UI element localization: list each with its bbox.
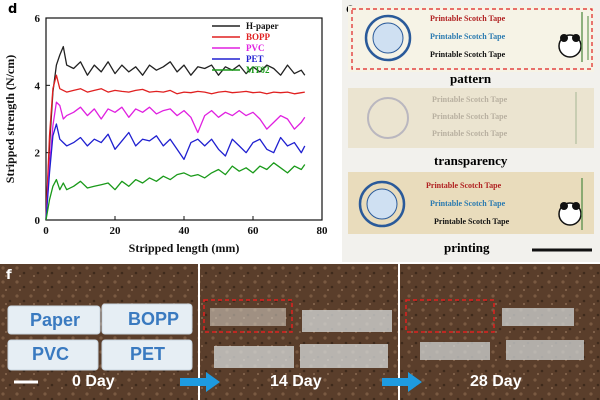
transparency-text-2: Printable Scotch Tape [432,112,508,121]
y-tick-label: 6 [35,13,41,25]
series-line-h-paper [45,45,306,221]
legend-label-mt02: MT02 [246,65,270,75]
printed-seal-icon [358,180,406,228]
day-label-0: 0 Day [72,373,115,390]
series-line-bopp [45,74,305,221]
x-tick-label: 40 [179,225,191,237]
soil-day28 [400,264,600,400]
tape-label-bopp: BOPP [128,309,180,329]
arrow-icon [382,372,422,392]
pattern-text-3: Printable Scotch Tape [430,50,506,59]
highlight-day14 [203,299,293,333]
tape-label-paper: Paper [30,310,81,330]
legend-label-pvc: PVC [246,43,265,53]
y-axis-label: Stripped strength (N/cm) [3,55,17,183]
highlight-day28 [405,299,495,333]
pattern-text-1: Printable Scotch Tape [430,14,506,23]
plot-frame [45,17,323,221]
series-line-pvc [45,101,306,221]
x-tick-label: 60 [248,225,260,237]
y-tick-label: 2 [35,148,41,160]
y-tick-label: 4 [35,80,41,92]
caption-transparency: transparency [434,153,508,168]
degraded-pvc-tape [214,346,294,368]
legend-label-h-paper: H-paper [246,21,279,31]
pattern-text-2: Printable Scotch Tape [430,32,506,41]
panel-e: e Printable Scotch Tape Printable Scotch… [342,0,600,262]
day-label-14: 14 Day [270,373,322,390]
degraded-bopp-tape [302,310,392,332]
day28-bopp-tape [502,308,574,326]
panel-d: d 0 20 40 60 80 0 2 4 6 Stripped length (mm) Strip… [0,0,340,262]
panel-label-f: f [6,268,12,283]
stripped-strength-chart: 0 20 40 60 80 0 2 4 6 Stripped length (mm) Strippe… [3,13,329,255]
day-label-28: 28 Day [470,373,522,390]
x-tick-label: 0 [43,225,49,237]
printing-text-1: Printable Scotch Tape [426,181,502,190]
legend-label-pet: PET [246,54,264,64]
arrow-icon [180,372,220,392]
university-seal-icon [364,14,412,62]
tape-pvc [7,339,99,371]
tape-bopp [101,303,193,335]
transparency-text-1: Printable Scotch Tape [432,95,508,104]
tape-label-pet: PET [130,344,166,364]
printing-text-3: Printable Scotch Tape [434,217,510,226]
degraded-pet-tape [300,344,388,368]
panel-label-d: d [8,2,18,17]
degraded-paper-tape [210,308,286,326]
faint-seal-icon [367,97,409,139]
caption-pattern: pattern [450,71,492,86]
soil-photos [0,264,600,400]
panel-f: f Paper BOPP PVC PET 0 Day 14 Day 28 Day [0,264,600,400]
x-tick-label: 80 [317,225,329,237]
day28-pvc-tape [420,342,490,360]
y-tick-label: 0 [35,215,41,227]
series-line-mt02 [45,162,306,221]
x-axis-label: Stripped length (mm) [129,241,240,255]
series-line-pet [45,123,306,221]
highlight-box [351,8,593,70]
tape-paper [7,305,101,335]
transparency-text-3: Printable Scotch Tape [432,129,508,138]
tape-label-pvc: PVC [32,344,70,364]
legend-label-bopp: BOPP [246,32,271,42]
tape-pet [101,339,193,371]
printing-text-2: Printable Scotch Tape [430,199,506,208]
x-tick-label: 20 [110,225,122,237]
caption-printing: printing [444,240,490,255]
day28-pet-tape [506,340,584,360]
tape-photos [348,6,594,252]
